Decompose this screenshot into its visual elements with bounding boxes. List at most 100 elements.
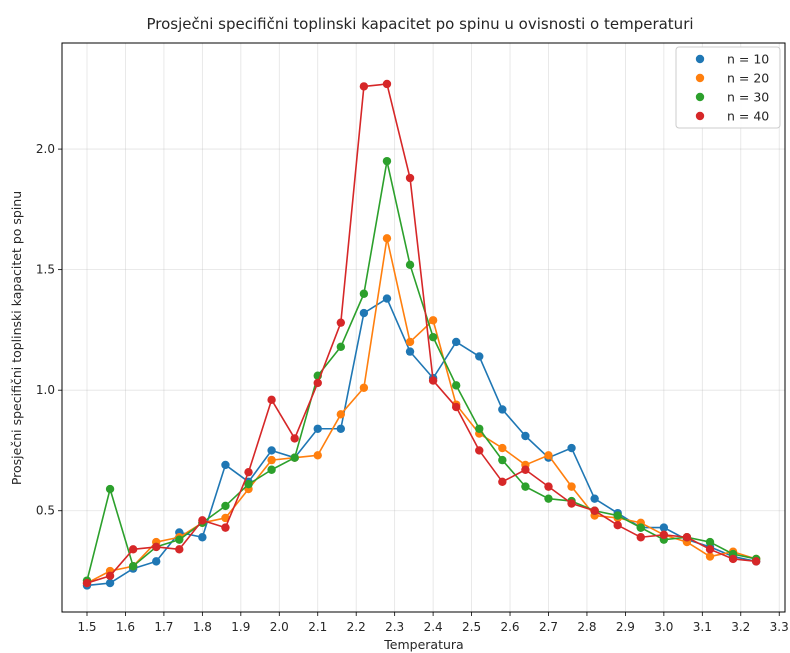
- data-point: [475, 352, 484, 361]
- data-point: [152, 557, 161, 566]
- legend-marker: [695, 54, 705, 64]
- y-tick-label: 1.0: [36, 383, 55, 397]
- data-point: [544, 451, 553, 460]
- data-point: [613, 521, 622, 530]
- x-tick-label: 1.5: [77, 620, 96, 634]
- data-point: [705, 552, 715, 561]
- data-point: [336, 318, 346, 327]
- data-point: [267, 446, 276, 455]
- data-point: [521, 431, 530, 441]
- data-point: [405, 173, 415, 183]
- x-tick-label: 2.9: [616, 620, 635, 634]
- data-point: [382, 294, 392, 303]
- data-point: [221, 523, 230, 532]
- x-tick-label: 2.1: [308, 620, 327, 634]
- x-tick-label: 1.7: [154, 620, 173, 634]
- data-point: [659, 523, 669, 532]
- data-point: [521, 465, 530, 474]
- data-point: [198, 516, 207, 525]
- data-point: [221, 460, 230, 470]
- legend: n = 10 n = 20 n = 30 n = 40: [675, 46, 781, 129]
- data-point: [244, 480, 253, 489]
- data-point: [128, 545, 138, 554]
- data-point: [428, 376, 438, 385]
- legend-label: n = 10: [727, 52, 769, 67]
- y-tick-label: 1.5: [36, 263, 55, 277]
- data-point: [498, 455, 507, 465]
- data-point: [313, 451, 322, 460]
- data-point: [290, 453, 299, 462]
- data-point: [498, 405, 507, 414]
- legend-marker: [695, 92, 705, 102]
- legend-label: n = 30: [727, 90, 769, 105]
- series-layer: [82, 79, 761, 590]
- data-point: [659, 530, 669, 540]
- data-point: [567, 443, 576, 453]
- data-point: [636, 523, 645, 532]
- data-point: [613, 511, 622, 520]
- x-tick-label: 2.3: [385, 620, 404, 634]
- x-tick-label: 2.7: [539, 620, 558, 634]
- legend-label: n = 40: [727, 109, 769, 124]
- data-point: [313, 378, 322, 388]
- series-4: [82, 79, 761, 588]
- data-point: [544, 494, 553, 503]
- x-tick-label: 2.4: [424, 620, 443, 634]
- data-point: [636, 533, 645, 542]
- data-point: [705, 545, 715, 554]
- x-tick-label: 1.8: [193, 620, 212, 634]
- x-tick-label: 1.6: [116, 620, 135, 634]
- data-point: [544, 482, 553, 491]
- data-point: [313, 424, 322, 433]
- data-point: [267, 465, 276, 474]
- data-point: [405, 347, 415, 356]
- x-axis-title: Temperatura: [383, 637, 463, 652]
- data-point: [428, 316, 438, 325]
- legend-box: [675, 46, 781, 129]
- data-point: [290, 434, 299, 443]
- data-point: [451, 381, 461, 390]
- data-point: [590, 494, 599, 503]
- data-point: [382, 79, 392, 89]
- data-point: [175, 535, 184, 544]
- data-point: [105, 484, 115, 494]
- data-point: [567, 499, 576, 508]
- x-tick-label: 2.5: [462, 620, 481, 634]
- data-point: [590, 506, 599, 515]
- data-point: [359, 82, 369, 91]
- data-point: [451, 402, 461, 412]
- data-point: [475, 424, 484, 433]
- data-point: [521, 482, 530, 491]
- x-tick-label: 2.0: [270, 620, 289, 634]
- x-tick-label: 2.8: [577, 620, 596, 634]
- x-tick-label: 1.9: [231, 620, 250, 634]
- x-tick-label: 3.3: [770, 620, 789, 634]
- data-point: [382, 156, 392, 166]
- data-point: [498, 443, 507, 453]
- chart-title: Prosječni specifični toplinski kapacitet…: [146, 15, 693, 33]
- x-tick-label: 3.1: [693, 620, 712, 634]
- data-point: [751, 557, 761, 566]
- data-point: [105, 578, 115, 588]
- y-axis-title: Prosječni specifični toplinski kapacitet…: [9, 191, 24, 485]
- data-point: [451, 337, 461, 347]
- data-point: [405, 337, 415, 347]
- axis-ticks: 1.5 1.6 1.7 1.8 1.9 2.0 2.1 2.2 2.3 2.4 2.5 2.6 2.7 2…: [36, 142, 789, 634]
- data-point: [221, 501, 230, 511]
- data-point: [475, 446, 484, 455]
- data-point: [152, 542, 161, 552]
- data-point: [82, 578, 92, 588]
- data-point: [267, 455, 276, 465]
- data-point: [359, 383, 369, 392]
- data-point: [359, 308, 369, 318]
- data-point: [336, 424, 346, 433]
- data-point: [705, 537, 715, 547]
- data-point: [498, 477, 507, 487]
- data-point: [359, 289, 369, 298]
- legend-marker: [695, 73, 705, 83]
- data-point: [221, 513, 230, 523]
- data-point: [567, 482, 576, 491]
- data-point: [198, 533, 207, 542]
- legend-marker: [695, 111, 705, 121]
